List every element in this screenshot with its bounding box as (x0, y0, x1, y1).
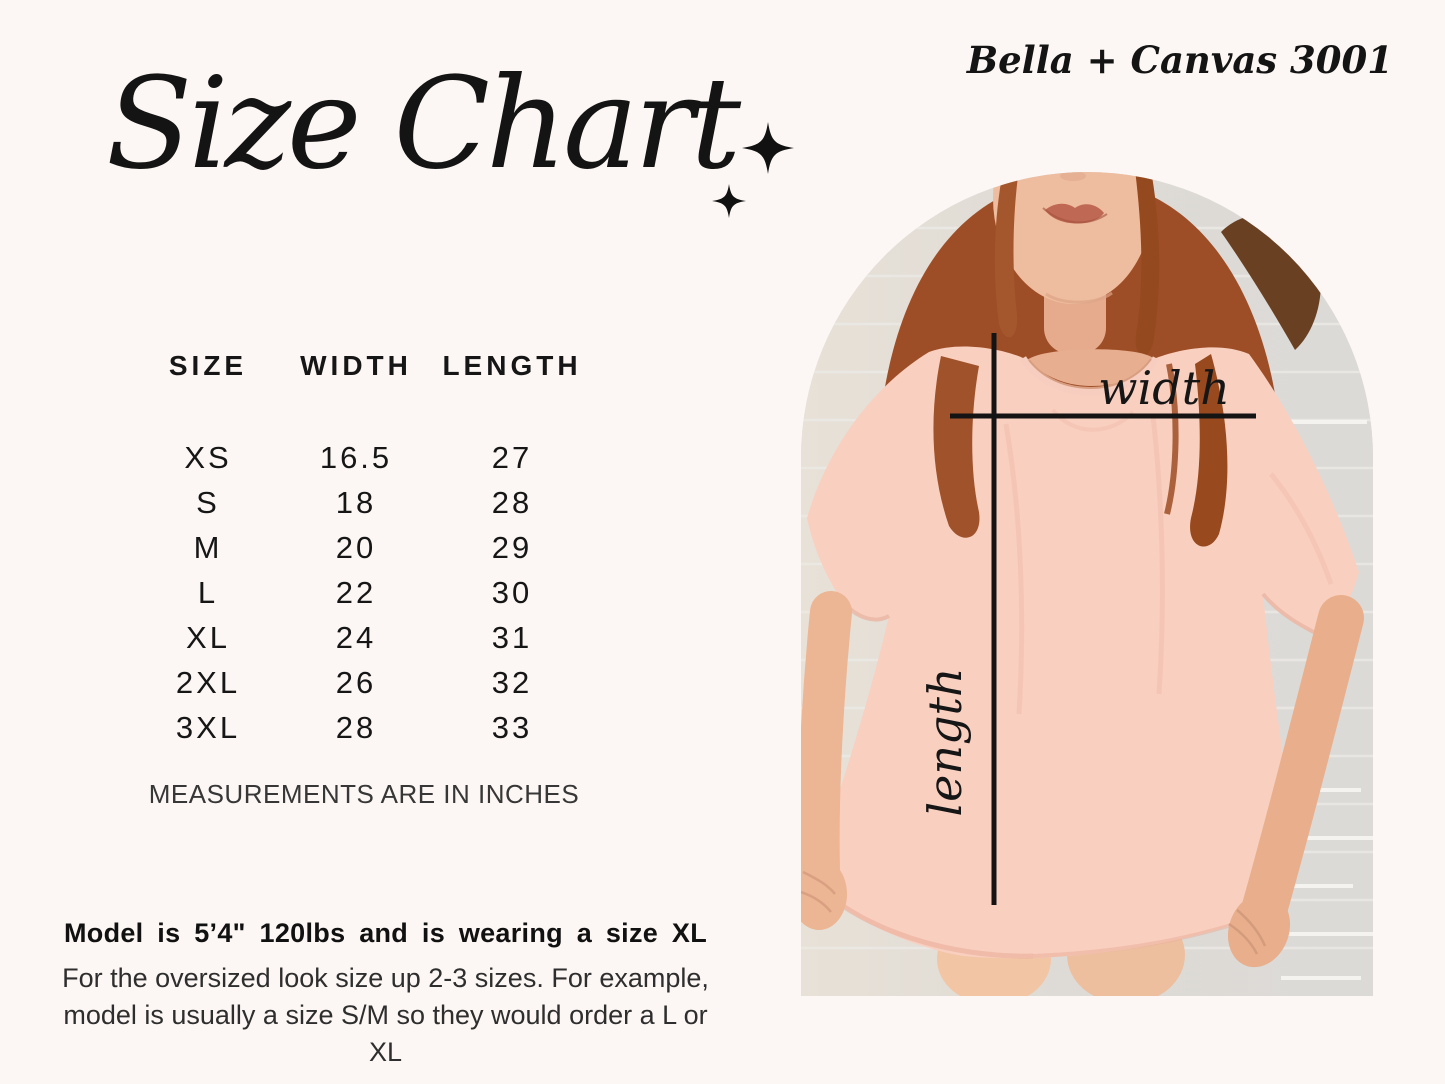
cell-size: L (197, 575, 219, 610)
size-table: SIZE WIDTH LENGTH XS 16.5 27 S 18 28 M 2… (138, 350, 590, 750)
collar-rib (1019, 356, 1160, 396)
cell-length: 31 (491, 620, 533, 655)
cell-width: 26 (335, 665, 377, 700)
model-info-line: Model is 5’4" 120lbs and is wearing a si… (63, 918, 708, 948)
sizing-tip-line2: model is usually a size S/M so they woul… (63, 1000, 708, 1067)
size-table-header: SIZE WIDTH LENGTH (138, 350, 590, 382)
chin-shadow (1045, 291, 1113, 304)
hair-strand-left (994, 172, 1019, 338)
cell-length: 32 (491, 665, 533, 700)
hair-strand-right (1135, 172, 1160, 356)
cell-length: 30 (491, 575, 533, 610)
column-header-size: SIZE (168, 350, 248, 381)
cell-width: 16.5 (319, 440, 393, 475)
cell-width: 20 (335, 530, 377, 565)
hair-lock-right (1190, 354, 1228, 547)
cell-size: 3XL (175, 710, 241, 745)
table-row: S 18 28 (138, 480, 590, 525)
cell-size: 2XL (175, 665, 241, 700)
column-header-width: WIDTH (300, 350, 412, 381)
cell-width: 18 (335, 485, 377, 520)
model-face (993, 172, 1153, 304)
cell-width: 22 (335, 575, 377, 610)
model-hand-right (1227, 892, 1291, 968)
cell-width: 24 (335, 620, 377, 655)
cell-size: M (193, 530, 223, 565)
nose-shadow (1060, 172, 1086, 181)
table-row: M 20 29 (138, 525, 590, 570)
width-label: width (1098, 361, 1230, 415)
table-row: 2XL 26 32 (138, 660, 590, 705)
cell-length: 29 (491, 530, 533, 565)
cell-size: XS (184, 440, 232, 475)
table-row: XL 24 31 (138, 615, 590, 660)
smile-line (1042, 207, 1108, 224)
model-photo: width length (801, 172, 1373, 996)
sparkle-icon (712, 184, 746, 223)
model-photo-illustration: width length (801, 172, 1373, 996)
sparkle-icon (742, 122, 794, 179)
brand-name: Bella + Canvas 3001 (966, 38, 1393, 82)
cell-width: 28 (335, 710, 377, 745)
hair-lock-left (933, 356, 980, 538)
collar-rib-inner (1028, 358, 1152, 390)
cell-size: XL (186, 620, 230, 655)
hand-left-fingers (801, 870, 836, 913)
collar-opening (1027, 349, 1153, 386)
table-row: XS 16.5 27 (138, 435, 590, 480)
page-title: Size Chart (106, 50, 741, 197)
model-arm-left (801, 591, 852, 893)
cell-size: S (196, 485, 220, 520)
cell-length: 28 (491, 485, 533, 520)
column-header-length: LENGTH (442, 350, 582, 381)
table-row: 3XL 28 33 (138, 705, 590, 750)
table-row: L 22 30 (138, 570, 590, 615)
sizing-tip-line1: For the oversized look size up 2-3 sizes… (62, 963, 709, 993)
length-label: length (918, 667, 972, 816)
hair-wisp (1164, 363, 1179, 515)
units-footnote: MEASUREMENTS ARE IN INCHES (148, 779, 580, 809)
model-notes: Model is 5’4" 120lbs and is wearing a si… (58, 918, 713, 1071)
model-arm-right (1240, 595, 1364, 937)
hand-right-fingers (1228, 909, 1267, 955)
cell-length: 33 (491, 710, 533, 745)
cell-length: 27 (491, 440, 533, 475)
